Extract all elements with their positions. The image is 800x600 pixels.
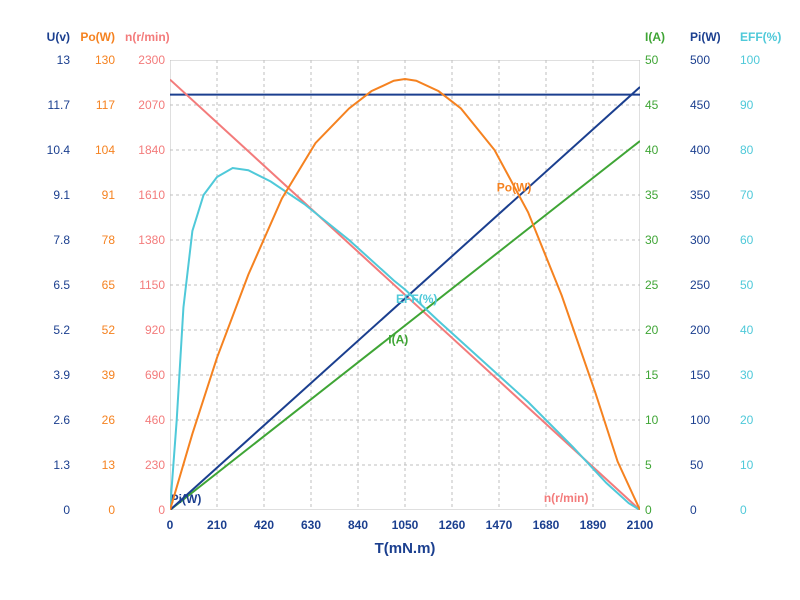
x-tick: 2100: [627, 518, 654, 532]
plot-area: U(V)n(r/min)I(A)Pi(W)EFF(%)Po(W): [170, 60, 640, 510]
axis-tick: 30: [645, 233, 685, 247]
axis-header-Po: Po(W): [75, 30, 115, 44]
axis-tick: 40: [740, 323, 780, 337]
x-tick: 1050: [392, 518, 419, 532]
axis-tick: 20: [645, 323, 685, 337]
axis-tick: 30: [740, 368, 780, 382]
series-label-I: I(A): [388, 333, 408, 347]
axis-header-Pi: Pi(W): [690, 30, 730, 44]
axis-tick: 1150: [125, 278, 165, 292]
axis-tick: 5: [645, 458, 685, 472]
axis-tick: 15: [645, 368, 685, 382]
x-tick: 1890: [580, 518, 607, 532]
axis-tick: 2070: [125, 98, 165, 112]
axis-header-EFF: EFF(%): [740, 30, 780, 44]
axis-tick: 6.5: [30, 278, 70, 292]
axis-tick: 250: [690, 278, 730, 292]
series-label-EFF: EFF(%): [396, 292, 437, 306]
axis-tick: 100: [690, 413, 730, 427]
axis-tick: 50: [690, 458, 730, 472]
axis-tick: 100: [740, 53, 780, 67]
axis-tick: 0: [75, 503, 115, 517]
axis-tick: 0: [690, 503, 730, 517]
axis-tick: 20: [740, 413, 780, 427]
axis-col-Pi: Pi(W)500450400350300250200150100500: [690, 0, 730, 600]
axis-tick: 50: [740, 278, 780, 292]
axis-tick: 13: [30, 53, 70, 67]
axis-tick: 1610: [125, 188, 165, 202]
axis-tick: 300: [690, 233, 730, 247]
axis-tick: 1380: [125, 233, 165, 247]
axis-tick: 104: [75, 143, 115, 157]
axis-tick: 10.4: [30, 143, 70, 157]
axis-tick: 13: [75, 458, 115, 472]
axis-tick: 50: [645, 53, 685, 67]
axis-tick: 10: [740, 458, 780, 472]
axis-header-I: I(A): [645, 30, 685, 44]
axis-tick: 920: [125, 323, 165, 337]
axis-header-n: n(r/min): [125, 30, 165, 44]
axis-tick: 350: [690, 188, 730, 202]
axis-header-U: U(v): [30, 30, 70, 44]
axis-tick: 40: [645, 143, 685, 157]
axis-col-n: n(r/min)23002070184016101380115092069046…: [125, 0, 165, 600]
axis-tick: 25: [645, 278, 685, 292]
axis-tick: 0: [645, 503, 685, 517]
axis-tick: 450: [690, 98, 730, 112]
axis-tick: 39: [75, 368, 115, 382]
axis-tick: 60: [740, 233, 780, 247]
axis-tick: 78: [75, 233, 115, 247]
series-label-n: n(r/min): [544, 491, 589, 505]
axis-tick: 0: [740, 503, 780, 517]
axis-tick: 1840: [125, 143, 165, 157]
x-tick: 840: [348, 518, 368, 532]
axis-tick: 11.7: [30, 98, 70, 112]
x-tick: 1680: [533, 518, 560, 532]
axis-tick: 80: [740, 143, 780, 157]
series-label-Po: Po(W): [497, 181, 532, 195]
axis-tick: 117: [75, 98, 115, 112]
x-tick: 630: [301, 518, 321, 532]
axis-tick: 2300: [125, 53, 165, 67]
axis-tick: 3.9: [30, 368, 70, 382]
axis-tick: 91: [75, 188, 115, 202]
axis-tick: 45: [645, 98, 685, 112]
axis-col-EFF: EFF(%)1009080706050403020100: [740, 0, 780, 600]
axis-tick: 26: [75, 413, 115, 427]
axis-tick: 400: [690, 143, 730, 157]
axis-tick: 690: [125, 368, 165, 382]
axis-tick: 65: [75, 278, 115, 292]
axis-tick: 130: [75, 53, 115, 67]
axis-tick: 460: [125, 413, 165, 427]
axis-tick: 5.2: [30, 323, 70, 337]
x-axis-ticks: 0210420630840105012601470168018902100: [170, 518, 640, 538]
axis-tick: 9.1: [30, 188, 70, 202]
axis-col-I: I(A)50454035302520151050: [645, 0, 685, 600]
x-tick: 1470: [486, 518, 513, 532]
axis-tick: 500: [690, 53, 730, 67]
axis-tick: 0: [30, 503, 70, 517]
axis-tick: 90: [740, 98, 780, 112]
axis-tick: 10: [645, 413, 685, 427]
x-tick: 0: [167, 518, 174, 532]
x-axis-title: T(mN.m): [375, 540, 436, 557]
axis-tick: 52: [75, 323, 115, 337]
plot-svg: U(V)n(r/min)I(A)Pi(W)EFF(%)Po(W): [170, 60, 640, 510]
x-tick: 420: [254, 518, 274, 532]
x-tick: 1260: [439, 518, 466, 532]
axis-tick: 2.6: [30, 413, 70, 427]
axis-tick: 200: [690, 323, 730, 337]
axis-tick: 1.3: [30, 458, 70, 472]
axis-tick: 230: [125, 458, 165, 472]
axis-tick: 35: [645, 188, 685, 202]
axis-tick: 70: [740, 188, 780, 202]
axis-tick: 150: [690, 368, 730, 382]
axis-tick: 7.8: [30, 233, 70, 247]
axis-tick: 0: [125, 503, 165, 517]
series-I: [170, 141, 640, 510]
axis-col-Po: Po(W)130117104917865523926130: [75, 0, 115, 600]
axis-col-U: U(v) 13 11.7 10.4 9.1 7.8 6.5 5.2 3.9 2.6 1.3 0: [30, 0, 70, 600]
x-tick: 210: [207, 518, 227, 532]
